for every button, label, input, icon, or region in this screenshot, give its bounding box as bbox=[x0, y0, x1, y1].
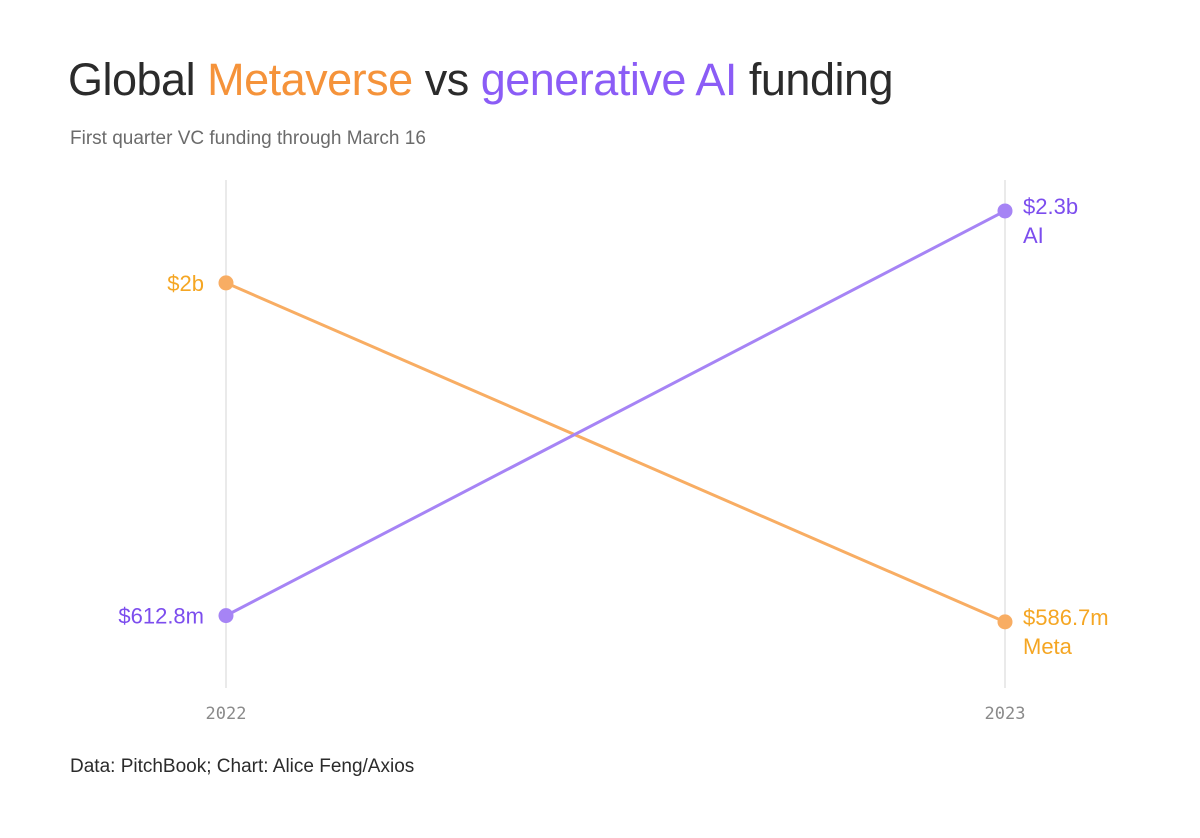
source-note: Data: PitchBook; Chart: Alice Feng/Axios bbox=[70, 756, 415, 777]
metaverse-point-2022 bbox=[218, 275, 234, 291]
ai-point-2023 bbox=[997, 203, 1013, 219]
title-metaverse: Metaverse bbox=[207, 54, 413, 105]
title-suffix: funding bbox=[736, 54, 894, 105]
title-generative-ai: generative AI bbox=[480, 54, 738, 105]
ai-point-2022 bbox=[218, 608, 234, 624]
chart-title: Global Metaverse vs generative AI fundin… bbox=[68, 54, 894, 106]
metaverse-line bbox=[224, 281, 1007, 624]
title-prefix: Global bbox=[68, 54, 208, 105]
metaverse-value-label-2022: $2b bbox=[167, 271, 204, 296]
metaverse-value-label-2023: $586.7m bbox=[1023, 605, 1109, 630]
ai-value-label-2023: $2.3b bbox=[1023, 194, 1078, 219]
x-tick-label-2022: 2022 bbox=[206, 704, 247, 724]
ai-series-name-label: AI bbox=[1023, 223, 1044, 248]
title-middle: vs bbox=[412, 54, 481, 105]
ai-value-label-2022: $612.8m bbox=[118, 604, 204, 629]
metaverse-series-name-label: Meta bbox=[1023, 634, 1073, 659]
x-tick-label-2023: 2023 bbox=[985, 704, 1026, 724]
metaverse-point-2023 bbox=[997, 614, 1013, 630]
ai-line bbox=[224, 209, 1007, 618]
chart-subtitle: First quarter VC funding through March 1… bbox=[70, 128, 426, 149]
